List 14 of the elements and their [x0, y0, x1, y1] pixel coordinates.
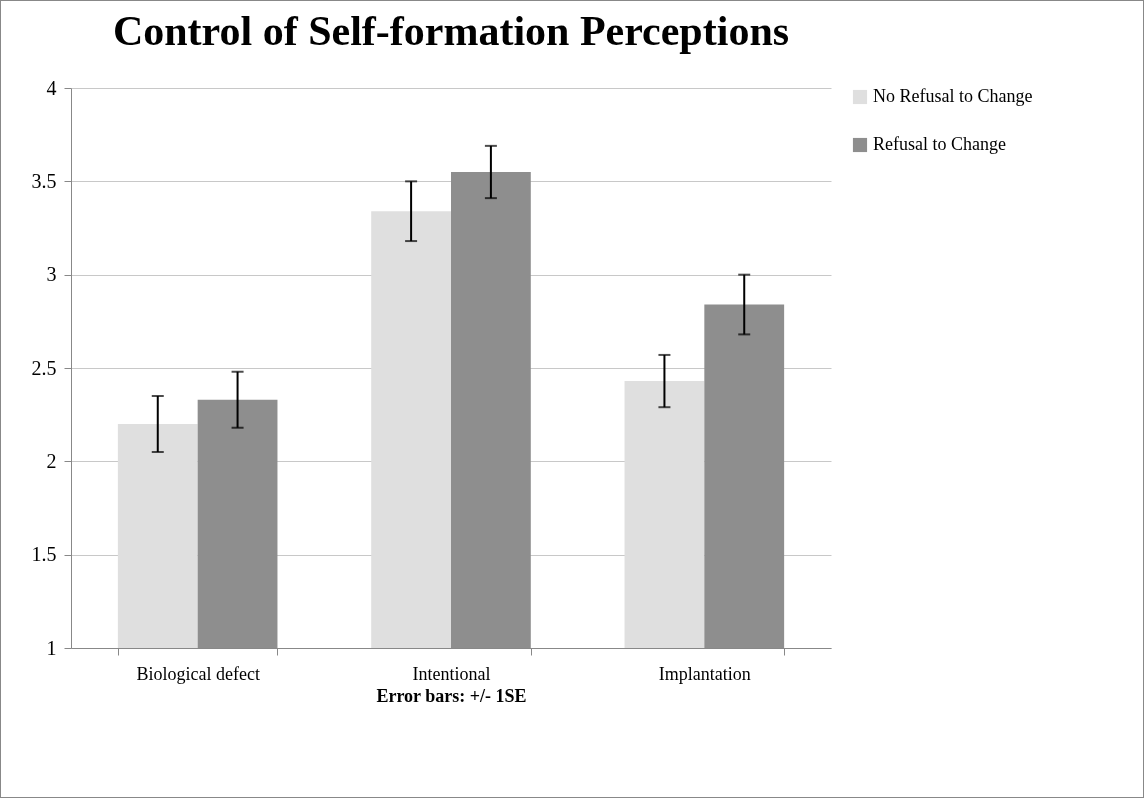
- y-tick-label: 2: [46, 449, 57, 472]
- x-tick-label: Biological defect: [136, 663, 260, 684]
- legend-label: No Refusal to Change: [873, 86, 1033, 106]
- y-tick-label: 1.5: [31, 543, 57, 566]
- y-tick-label: 3.5: [31, 169, 57, 192]
- y-tick-label: 3: [46, 263, 57, 286]
- x-axis-title: Error bars: +/- 1SE: [376, 685, 527, 706]
- legend-label: Refusal to Change: [873, 134, 1006, 154]
- y-tick-label: 1: [46, 636, 57, 659]
- x-tick-label: Intentional: [412, 663, 491, 684]
- x-tick-label: Implantation: [658, 663, 751, 684]
- y-tick-label: 4: [46, 76, 57, 99]
- chart-title: Control of Self-formation Perceptions: [112, 8, 790, 54]
- y-tick-label: 2.5: [31, 356, 57, 379]
